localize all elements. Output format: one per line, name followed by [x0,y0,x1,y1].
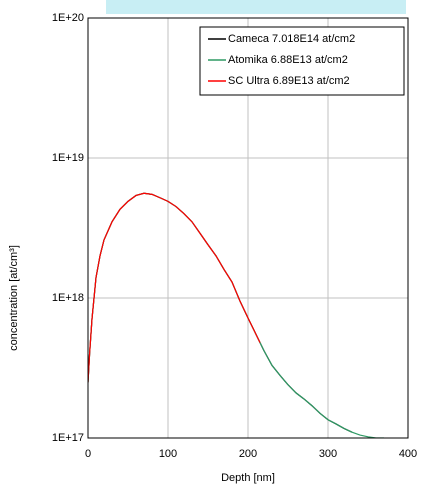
y-tick-label: 1E+17 [52,432,84,444]
legend-box [199,26,405,96]
legend-label: Cameca 7.018E14 at/cm2 [228,33,355,45]
legend-label: SC Ultra 6.89E13 at/cm2 [228,75,350,87]
x-tick-label: 200 [239,448,257,460]
x-tick-label: 100 [159,448,177,460]
x-tick-label: 300 [319,448,337,460]
legend-label: Atomika 6.88E13 at/cm2 [228,54,348,66]
y-tick-label: 1E+19 [52,152,84,164]
plot-frame [87,17,409,439]
series-line [88,192,384,438]
y-axis-label: concentration [at/cm³] [8,245,20,351]
x-tick-label: 400 [399,448,417,460]
x-tick-label: 0 [85,448,91,460]
series-line [88,192,261,383]
y-tick-label: 1E+18 [52,292,84,304]
y-tick-label: 1E+20 [52,12,84,24]
x-axis-label: Depth [nm] [221,472,275,484]
title-banner [106,0,406,14]
series-line [88,192,353,433]
